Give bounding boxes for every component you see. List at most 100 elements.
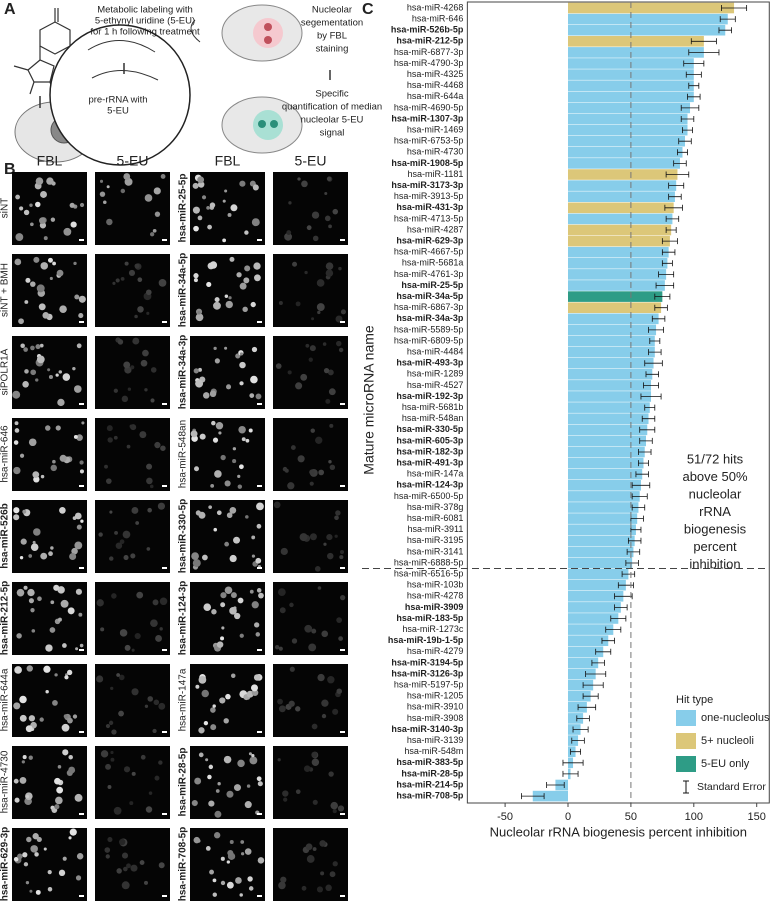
nucleus-spot [287, 482, 295, 490]
nucleus-spot [251, 346, 258, 353]
nucleus-spot [290, 445, 296, 450]
nucleus-spot [225, 693, 231, 700]
nucleus-spot [79, 469, 84, 474]
nucleus-spot [326, 533, 333, 541]
nucleus-spot [144, 388, 148, 392]
nucleus-spot [119, 629, 128, 637]
nucleus-spot [150, 619, 158, 628]
bar [568, 235, 670, 247]
nucleus-spot [157, 502, 166, 510]
nucleus-spot [150, 367, 157, 373]
nucleus-spot [324, 215, 331, 222]
nucleus-spot [129, 801, 134, 806]
scale-bar [162, 485, 167, 487]
scale-bar [162, 731, 167, 733]
nucleus-spot [74, 512, 82, 520]
error-bar [638, 460, 649, 467]
nucleus-spot [257, 857, 265, 864]
bar [568, 258, 668, 269]
nucleus-spot [213, 527, 218, 532]
x-tick-label: 50 [625, 811, 637, 823]
category-label: hsa-miR-6516-5p [394, 568, 464, 578]
bar [568, 635, 609, 646]
nucleus-spot [226, 881, 234, 889]
nucleus-spot [140, 359, 148, 367]
nucleus-spot [329, 871, 336, 878]
nucleus-spot [74, 294, 80, 300]
nucleus-spot [309, 469, 315, 475]
nucleus-spot [45, 689, 49, 694]
nucleus-spot [250, 375, 258, 384]
nucleus-spot [134, 632, 141, 640]
nucleus-spot [40, 262, 48, 270]
nucleus-spot [323, 542, 327, 546]
nucleus-spot [69, 553, 77, 561]
nucleus-spot [241, 437, 246, 442]
nucleus-spot [287, 370, 292, 375]
nucleus-spot [16, 633, 22, 639]
nucleus-spot [257, 781, 263, 787]
error-bar [638, 449, 652, 455]
nucleus-spot [130, 365, 135, 370]
error-bar [601, 637, 615, 644]
nucleus-spot [197, 310, 201, 315]
nucleus-spot [144, 704, 149, 708]
nucleus-spot [229, 256, 235, 262]
nucleus-spot [299, 533, 308, 542]
nucleus-spot [278, 588, 286, 596]
nucleus-spot [48, 551, 53, 557]
row-label: hsa-miR-330-5p [178, 499, 189, 573]
error-bar [718, 27, 732, 34]
error-bar [661, 238, 678, 245]
nucleus-spot [58, 370, 63, 374]
nucleus-spot [324, 191, 328, 196]
nucleus-spot [254, 622, 260, 628]
scale-bar [162, 239, 167, 241]
nucleus-spot [119, 838, 126, 846]
nucleus-spot [75, 588, 82, 595]
bar [568, 657, 599, 669]
scale-bar [79, 649, 84, 651]
category-label: hsa-miR-3173-3p [391, 180, 464, 190]
diagram-label: nucleolar 5-EU [301, 115, 364, 126]
error-bar [577, 704, 597, 711]
scale-bar [79, 813, 84, 815]
nucleus-spot [215, 421, 224, 430]
nucleus-spot [198, 675, 207, 684]
error-bar [595, 648, 612, 655]
micrograph [273, 254, 348, 327]
nucleus-spot [253, 674, 261, 681]
nucleus-spot [198, 727, 205, 734]
nucleus-spot [30, 608, 35, 613]
category-label: hsa-miR-6500-5p [394, 491, 464, 501]
nucleus-spot [219, 697, 226, 704]
nucleus-spot [62, 856, 67, 861]
nucleus-spot [332, 809, 337, 814]
nucleus-spot [121, 395, 129, 403]
nucleus-spot [311, 628, 317, 634]
nucleus-spot [47, 368, 51, 372]
nucleus-spot [244, 848, 252, 855]
bar [568, 668, 596, 680]
nucleus-spot [33, 528, 41, 536]
nucleus-spot [47, 870, 52, 875]
nucleus-spot [209, 869, 214, 875]
nucleus-spot [306, 225, 312, 231]
nucleus-spot [218, 431, 222, 435]
error-bar [562, 759, 584, 766]
nucleus-spot [194, 777, 202, 785]
error-bar [572, 726, 589, 733]
category-label: hsa-miR-708-5p [396, 790, 464, 800]
nucleus-spot [30, 345, 35, 351]
nucleus-spot [108, 720, 114, 726]
nucleus-spot [335, 510, 341, 516]
nucleus-spot [256, 588, 262, 593]
nucleus-spot [251, 218, 260, 227]
nucleus-spot [49, 276, 53, 281]
category-label: hsa-miR-1289 [407, 369, 464, 379]
nucleus-spot [230, 204, 238, 212]
bar [568, 524, 636, 535]
row-label: hsa-miR-526b [0, 503, 11, 569]
nucleus-spot [131, 771, 136, 776]
nucleus-spot [19, 556, 24, 560]
